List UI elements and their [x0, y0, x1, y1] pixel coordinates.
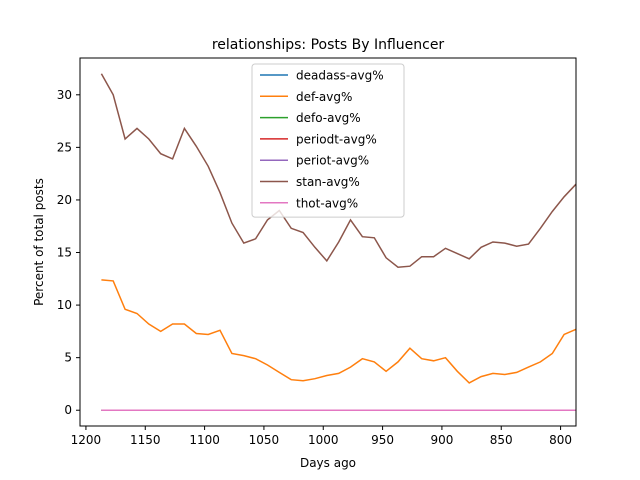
legend: deadass-avg% def-avg% defo-avg% periodt-avg…	[251, 63, 405, 218]
x-tick-label: 1050	[249, 433, 280, 447]
series-layer	[100, 73, 577, 411]
legend-label: stan-avg%	[296, 175, 360, 189]
x-tick-label: 800	[549, 433, 572, 447]
legend-label: def-avg%	[296, 90, 352, 104]
x-tick-label: 1200	[71, 433, 102, 447]
y-tick-label: 15	[57, 246, 72, 260]
y-tick-label: 20	[57, 193, 72, 207]
chart-title: relationships: Posts By Influencer	[212, 37, 445, 53]
legend-box	[251, 63, 405, 218]
y-axis-label: Percent of total posts	[32, 178, 46, 306]
legend-label: periot-avg%	[296, 154, 369, 168]
x-tick-label: 1100	[189, 433, 220, 447]
y-tick-label: 0	[64, 403, 72, 417]
y-axis: 0 5 10 15 20 25 30	[57, 88, 80, 417]
series-line-stan-avg	[100, 73, 577, 268]
x-axis: 1200 1150 1100 1050 1000 950 900 850 800	[71, 426, 572, 447]
y-tick-label: 5	[64, 351, 72, 365]
x-axis-label: Days ago	[300, 456, 356, 470]
legend-label: defo-avg%	[296, 111, 361, 125]
plot-frame	[79, 57, 577, 427]
legend-label: periodt-avg%	[296, 132, 377, 146]
x-tick-label: 950	[371, 433, 394, 447]
x-tick-label: 1150	[130, 433, 161, 447]
y-tick-label: 10	[57, 298, 72, 312]
y-tick-label: 30	[57, 88, 72, 102]
series-line-def-avg	[101, 279, 577, 384]
x-tick-label: 850	[490, 433, 513, 447]
x-tick-label: 900	[430, 433, 453, 447]
x-tick-label: 1000	[308, 433, 339, 447]
legend-label: deadass-avg%	[296, 69, 384, 83]
legend-label: thot-avg%	[296, 196, 358, 210]
y-tick-label: 25	[57, 140, 72, 154]
